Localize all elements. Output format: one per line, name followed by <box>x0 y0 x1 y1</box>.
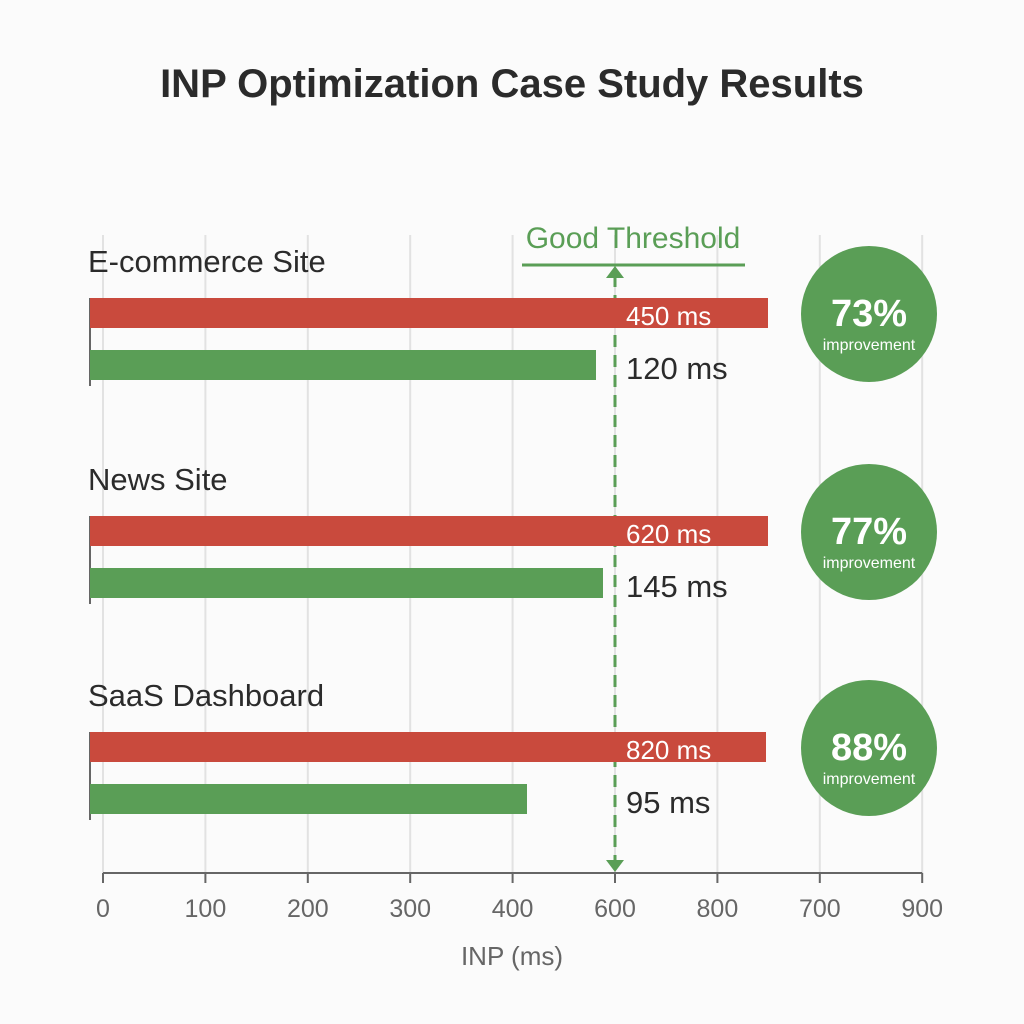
improvement-badge <box>801 680 937 816</box>
bar-before <box>90 732 766 762</box>
bar-before-label: 450 ms <box>626 301 711 331</box>
category-label: SaaS Dashboard <box>88 678 324 713</box>
improvement-badge <box>801 246 937 382</box>
improvement-badge <box>801 464 937 600</box>
x-tick-label: 900 <box>901 895 943 923</box>
x-tick-label: 0 <box>96 895 110 923</box>
bar-before-label: 620 ms <box>626 519 711 549</box>
improvement-text: improvement <box>823 337 916 354</box>
category-label: E-commerce Site <box>88 244 326 279</box>
x-tick-label: 200 <box>287 895 329 923</box>
bar-before <box>90 298 768 328</box>
x-tick-label: 600 <box>594 895 636 923</box>
improvement-text: improvement <box>823 771 916 788</box>
improvement-value: 73% <box>831 293 907 335</box>
x-tick-label: 700 <box>799 895 841 923</box>
bar-after-label: 120 ms <box>626 351 728 386</box>
threshold-arrow-up <box>606 266 624 278</box>
bar-after <box>90 568 603 598</box>
x-tick-label: 100 <box>185 895 227 923</box>
threshold-arrow-down <box>606 860 624 872</box>
bar-before-label: 820 ms <box>626 735 711 765</box>
x-tick-label: 400 <box>492 895 534 923</box>
bar-after-label: 95 ms <box>626 785 710 820</box>
improvement-text: improvement <box>823 555 916 572</box>
threshold-label: Good Threshold <box>526 222 741 255</box>
category-label: News Site <box>88 462 228 497</box>
bar-after <box>90 350 596 380</box>
x-tick-label: 800 <box>697 895 739 923</box>
bar-before <box>90 516 768 546</box>
bar-after <box>90 784 527 814</box>
improvement-value: 77% <box>831 511 907 553</box>
bar-after-label: 145 ms <box>626 569 728 604</box>
x-tick-label: 300 <box>389 895 431 923</box>
improvement-value: 88% <box>831 727 907 769</box>
chart-title: INP Optimization Case Study Results <box>160 62 864 106</box>
x-axis-label: INP (ms) <box>461 941 563 971</box>
